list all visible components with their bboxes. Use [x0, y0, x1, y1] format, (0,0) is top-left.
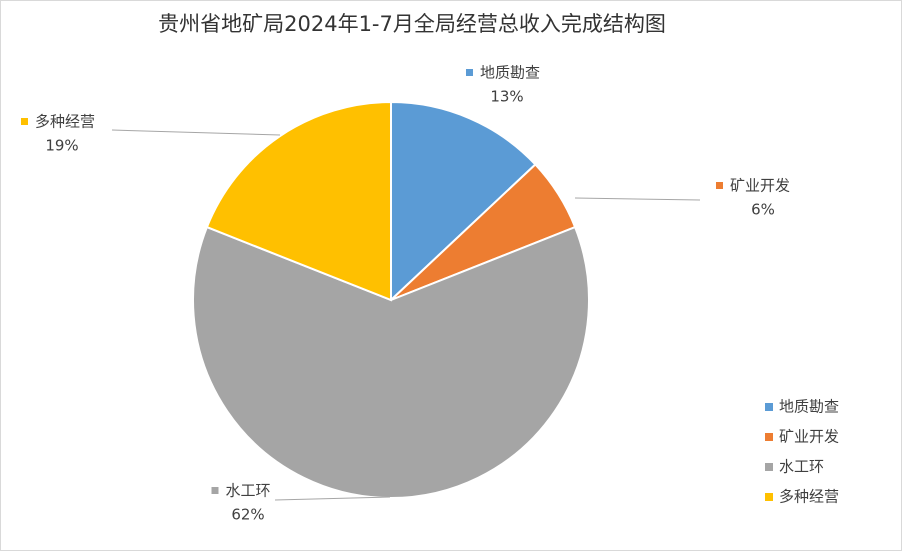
legend-swatch: [765, 403, 773, 411]
pie-slice: [192, 225, 590, 499]
data-label-name: 水工环: [225, 482, 270, 500]
data-label-name: 多种经营: [35, 113, 95, 131]
data-label-value: 62%: [231, 506, 264, 524]
legend-swatch: [765, 463, 773, 471]
data-label-name: 矿业开发: [730, 177, 790, 195]
legend-swatch: [765, 433, 773, 441]
data-label-key: [211, 487, 219, 494]
data-label-value: 19%: [45, 137, 78, 155]
leader-line: [111, 129, 281, 136]
legend-label: 水工环: [779, 458, 824, 476]
pie-slice: [390, 100, 537, 303]
pie-slice: [205, 100, 392, 302]
leader-line: [574, 197, 701, 201]
data-label-value: 13%: [490, 88, 523, 106]
legend-label: 矿业开发: [779, 428, 839, 446]
chart-title: 贵州省地矿局2024年1-7月全局经营总收入完成结构图: [158, 12, 666, 36]
data-label-key: [20, 118, 28, 125]
legend-label: 地质勘查: [779, 398, 839, 416]
data-label-key: [715, 182, 723, 189]
data-label-name: 地质勘查: [480, 64, 540, 82]
data-label-value: 6%: [751, 201, 775, 219]
leader-line: [274, 496, 391, 501]
legend-label: 多种经营: [779, 488, 839, 506]
legend-swatch: [765, 493, 773, 501]
data-label-key: [465, 69, 473, 76]
